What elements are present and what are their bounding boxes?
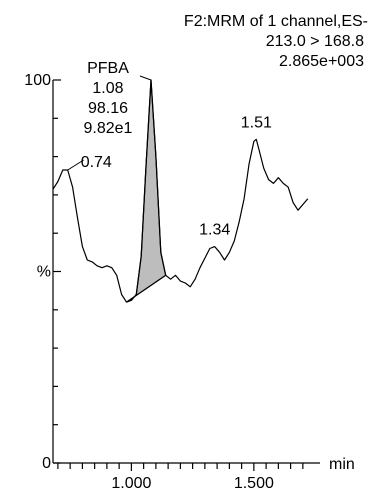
header-intensity: 2.865e+003 xyxy=(279,53,364,70)
chromatogram-trace xyxy=(52,79,309,303)
header-transition: 213.0 > 168.8 xyxy=(266,33,364,50)
x-tick-label: 1.500 xyxy=(234,475,274,492)
peak-annotation-line: 98.16 xyxy=(88,100,128,117)
peak-annotation-line: PFBA xyxy=(87,60,129,77)
y-tick-label: % xyxy=(37,264,51,281)
x-tick-label: 1.000 xyxy=(111,475,151,492)
header-title: F2:MRM of 1 channel,ES- xyxy=(184,13,368,30)
rt-label: 1.34 xyxy=(199,222,230,239)
rt-label: 1.51 xyxy=(241,114,272,131)
x-axis-label: min xyxy=(329,456,355,473)
annotations: PFBA 1.08 98.16 9.82e1 0.74 1.34 1.51 xyxy=(67,60,272,239)
plot-area xyxy=(52,79,309,303)
rt-label: 0.74 xyxy=(81,154,112,171)
peak-annotation-line: 1.08 xyxy=(92,80,123,97)
peak-annotation-line: 9.82e1 xyxy=(84,120,133,137)
peak-label-leader xyxy=(139,75,152,81)
axes: 0% 100 1.000 1.500 min xyxy=(24,72,354,492)
rt-label-leader xyxy=(67,159,84,171)
y-tick-label: 100 xyxy=(24,72,51,89)
integrated-peak-area xyxy=(126,79,167,303)
y-tick-label: 0 xyxy=(42,455,51,472)
